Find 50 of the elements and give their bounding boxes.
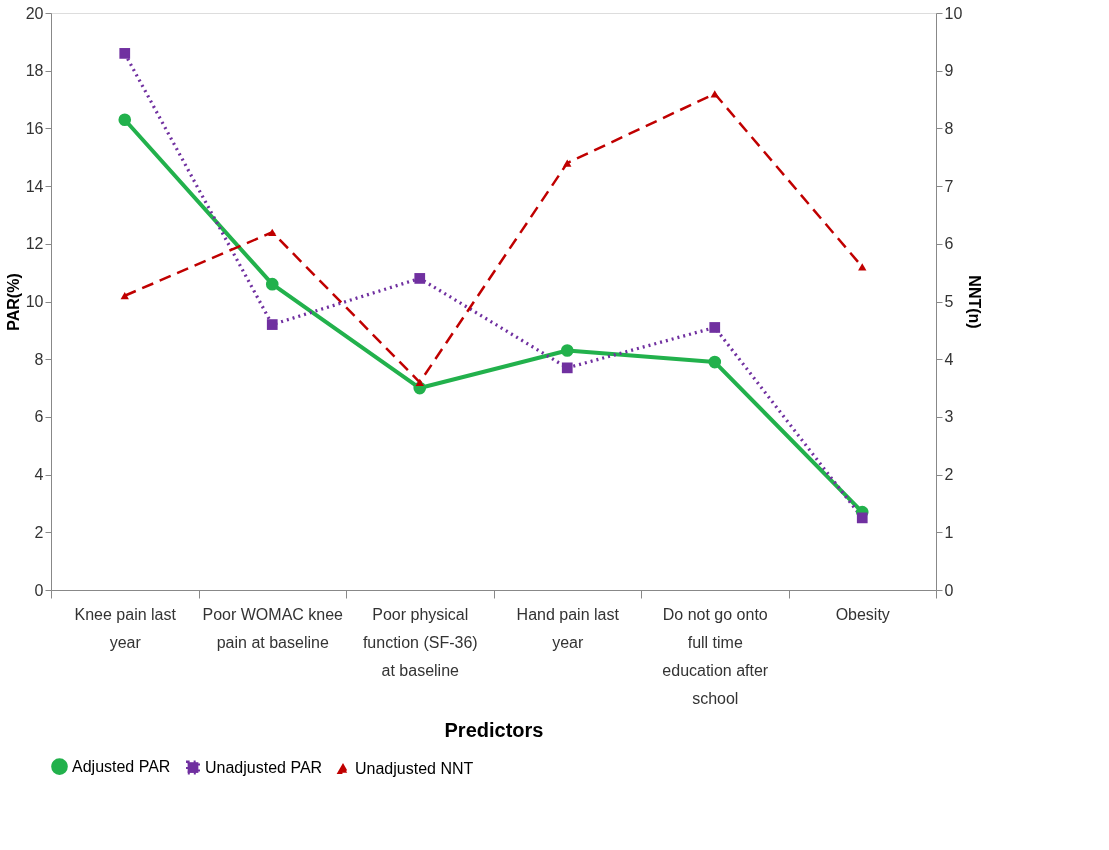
point [858,263,867,271]
y-tick-label: 14 [25,177,44,195]
legend-label: Adjusted PAR [72,757,171,775]
y-tick-label: 20 [25,4,44,22]
x-tick-label: Do not go onto full time education after school [662,605,769,707]
y-tick-label: 10 [25,293,44,310]
y2-tick-label: 5 [944,293,954,310]
x-axis-title: Predictors [444,718,544,741]
y2-tick-label: 3 [944,408,954,426]
x-tick-label: Poor WOMAC knee pain at baseline [202,605,344,651]
y-tick-label: 18 [25,62,44,80]
y-axis-title: PAR(%) [4,273,22,331]
point [268,228,277,236]
point [265,277,279,291]
point [120,292,129,300]
point [709,322,721,333]
y2-tick-label: 7 [944,177,954,195]
x-tick-label: Poor physical function (SF-36) at baseline [362,605,478,679]
y-tick-label: 16 [25,119,44,137]
y-tick-label: 4 [34,466,44,484]
y2-tick-label: 9 [944,62,954,80]
y-tick-label: 6 [34,408,44,426]
point [563,159,572,167]
legend-label: Unadjusted NNT [355,760,474,778]
point [266,319,278,330]
point [118,113,132,127]
y2-tick-label: 6 [944,235,954,253]
point [710,90,719,98]
point [119,48,131,59]
y2-tick-label: 0 [944,581,954,599]
y2-axis-title: NNT(n) [966,275,984,329]
y-tick-label: 12 [25,235,44,253]
y-tick-label: 8 [34,350,44,368]
x-tick-label: Obesity [835,605,890,623]
point [561,362,573,374]
y2-tick-label: 1 [944,523,954,541]
x-tick-label: Knee pain last year [74,605,177,651]
y-tick-label: 0 [34,581,44,599]
y2-tick-label: 2 [944,466,954,484]
y2-tick-label: 4 [944,350,954,368]
x-tick-label: Hand pain last year [516,605,620,651]
point [708,355,722,369]
y2-tick-label: 10 [944,4,963,22]
y-tick-label: 2 [34,523,44,541]
legend-label: Unadjusted PAR [205,758,323,776]
point [560,344,574,357]
point [856,512,868,524]
point [415,378,424,386]
y2-tick-label: 8 [944,119,954,137]
point [414,273,426,284]
